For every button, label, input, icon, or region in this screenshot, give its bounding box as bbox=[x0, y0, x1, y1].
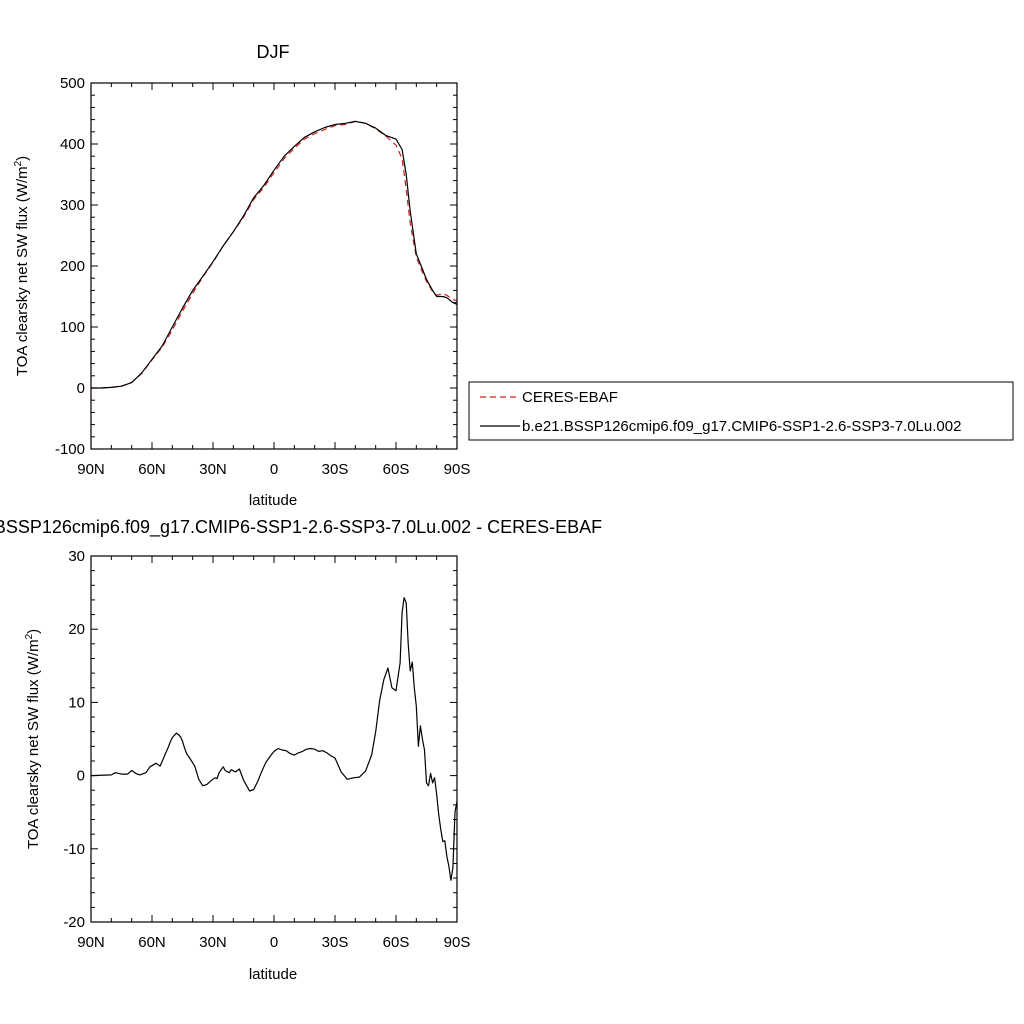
top-x-tick-label: 0 bbox=[270, 461, 278, 478]
bottom-y-axis-label-main: TOA clearsky net SW flux (W/m bbox=[25, 639, 42, 849]
bottom-plot-area bbox=[90, 597, 458, 881]
bottom-y-tick-label: 20 bbox=[68, 621, 85, 638]
bottom-y-axis-label: TOA clearsky net SW flux (W/m2) bbox=[24, 629, 42, 849]
bottom-x-tick-label: 90N bbox=[77, 934, 105, 951]
bottom-x-axis-label: latitude bbox=[249, 966, 297, 983]
top-x-tick-label: 90S bbox=[444, 461, 471, 478]
bottom-chart-title: b.e21.BSSP126cmip6.f09_g17.CMIP6-SSP1-2.… bbox=[0, 517, 602, 538]
chart-bottom: b.e21.BSSP126cmip6.f09_g17.CMIP6-SSP1-2.… bbox=[0, 517, 602, 983]
bottom-y-tick-label: 30 bbox=[68, 548, 85, 565]
top-y-tick-label: 200 bbox=[60, 258, 85, 275]
top-y-tick-label: 300 bbox=[60, 197, 85, 214]
bottom-y-tick-label: -10 bbox=[63, 841, 85, 858]
top-x-tick-label: 60S bbox=[383, 461, 410, 478]
top-y-tick-label: -100 bbox=[55, 441, 85, 458]
bottom-x-tick-label: 60N bbox=[138, 934, 166, 951]
bottom-x-tick-label: 0 bbox=[270, 934, 278, 951]
top-y-axis: -100 0 100 200 300 400 500 bbox=[55, 75, 457, 458]
top-y-axis-label: TOA clearsky net SW flux (W/m2) bbox=[13, 156, 31, 376]
bottom-x-tick-label: 90S bbox=[444, 934, 471, 951]
top-x-axis-label: latitude bbox=[249, 492, 297, 509]
legend-box bbox=[468, 381, 1014, 441]
bottom-x-tick-label: 30N bbox=[199, 934, 227, 951]
top-y-axis-label-sup: 2 bbox=[13, 160, 24, 166]
bottom-y-axis-label-sup: 2 bbox=[24, 633, 35, 639]
bottom-y-tick-label: 0 bbox=[77, 768, 85, 785]
top-y-tick-label: 100 bbox=[60, 319, 85, 336]
top-y-tick-label: 0 bbox=[77, 380, 85, 397]
series-line-ceres-ebaf bbox=[91, 120, 458, 389]
top-x-tick-label: 30S bbox=[322, 461, 349, 478]
top-x-tick-label: 30N bbox=[199, 461, 227, 478]
bottom-y-axis: -20 -10 0 10 20 30 bbox=[63, 548, 457, 931]
bottom-x-axis: 90N 60N 30N 0 30S 60S 90S bbox=[77, 556, 470, 951]
bottom-y-axis-label-end: ) bbox=[25, 629, 42, 634]
top-y-axis-label-main: TOA clearsky net SW flux (W/m bbox=[14, 166, 31, 376]
legend: CERES-EBAF b.e21.BSSP126cmip6.f09_g17.CM… bbox=[468, 381, 1014, 441]
top-chart-title: DJF bbox=[257, 42, 290, 62]
top-x-tick-label: 60N bbox=[138, 461, 166, 478]
bottom-x-tick-label: 30S bbox=[322, 934, 349, 951]
bottom-y-tick-label: -20 bbox=[63, 914, 85, 931]
top-y-tick-label: 400 bbox=[60, 136, 85, 153]
legend-label-ceres: CERES-EBAF bbox=[522, 389, 618, 406]
top-plot-area bbox=[91, 120, 458, 389]
chart-top: DJF -100 0 100 200 300 400 500 90N 60N 30N 0 30S 60… bbox=[13, 42, 1014, 509]
bottom-y-tick-label: 10 bbox=[68, 694, 85, 711]
series-line-model bbox=[91, 120, 458, 389]
top-y-tick-label: 500 bbox=[60, 75, 85, 92]
legend-label-model: b.e21.BSSP126cmip6.f09_g17.CMIP6-SSP1-2.… bbox=[522, 418, 961, 435]
top-y-axis-label-end: ) bbox=[14, 156, 31, 161]
top-x-axis: 90N 60N 30N 0 30S 60S 90S bbox=[77, 83, 470, 478]
top-x-tick-label: 90N bbox=[77, 461, 105, 478]
series-line-difference bbox=[90, 597, 458, 881]
bottom-x-tick-label: 60S bbox=[383, 934, 410, 951]
